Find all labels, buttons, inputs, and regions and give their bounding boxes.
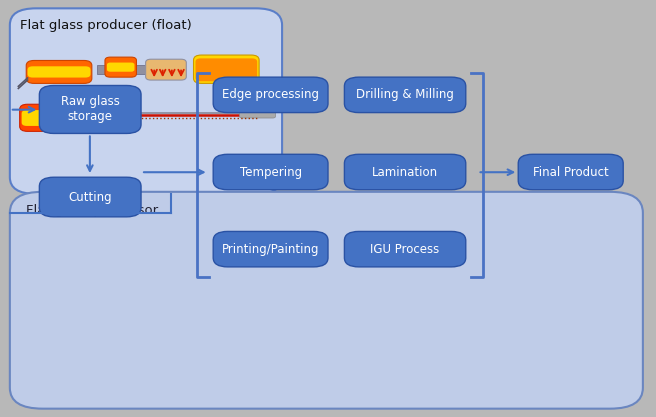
- Text: Flat glass processor: Flat glass processor: [26, 204, 158, 217]
- FancyBboxPatch shape: [213, 77, 328, 113]
- Text: Drilling & Milling: Drilling & Milling: [356, 88, 454, 101]
- FancyBboxPatch shape: [213, 231, 328, 267]
- Text: Edge processing: Edge processing: [222, 88, 319, 101]
- FancyBboxPatch shape: [20, 104, 134, 131]
- FancyBboxPatch shape: [213, 154, 328, 190]
- FancyBboxPatch shape: [344, 77, 466, 113]
- FancyBboxPatch shape: [239, 109, 276, 118]
- FancyBboxPatch shape: [39, 85, 141, 133]
- FancyBboxPatch shape: [107, 63, 134, 72]
- Text: Final Product: Final Product: [533, 166, 609, 178]
- FancyBboxPatch shape: [344, 154, 466, 190]
- Text: IGU Process: IGU Process: [371, 243, 440, 256]
- Text: Printing/Painting: Printing/Painting: [222, 243, 319, 256]
- FancyBboxPatch shape: [28, 66, 91, 78]
- FancyBboxPatch shape: [26, 60, 92, 83]
- Text: Flat glass producer (float): Flat glass producer (float): [20, 19, 192, 32]
- FancyBboxPatch shape: [97, 65, 106, 74]
- FancyBboxPatch shape: [195, 58, 257, 81]
- FancyBboxPatch shape: [344, 231, 466, 267]
- FancyBboxPatch shape: [146, 59, 186, 80]
- FancyBboxPatch shape: [136, 65, 146, 74]
- FancyBboxPatch shape: [10, 8, 282, 194]
- FancyBboxPatch shape: [194, 55, 259, 83]
- Text: Raw glass
storage: Raw glass storage: [61, 95, 119, 123]
- FancyBboxPatch shape: [518, 154, 623, 190]
- Text: Lamination: Lamination: [372, 166, 438, 178]
- FancyBboxPatch shape: [22, 110, 133, 126]
- Text: Cutting: Cutting: [68, 191, 112, 203]
- FancyBboxPatch shape: [10, 192, 643, 409]
- Text: Tempering: Tempering: [239, 166, 302, 178]
- FancyBboxPatch shape: [105, 57, 136, 77]
- FancyBboxPatch shape: [39, 177, 141, 217]
